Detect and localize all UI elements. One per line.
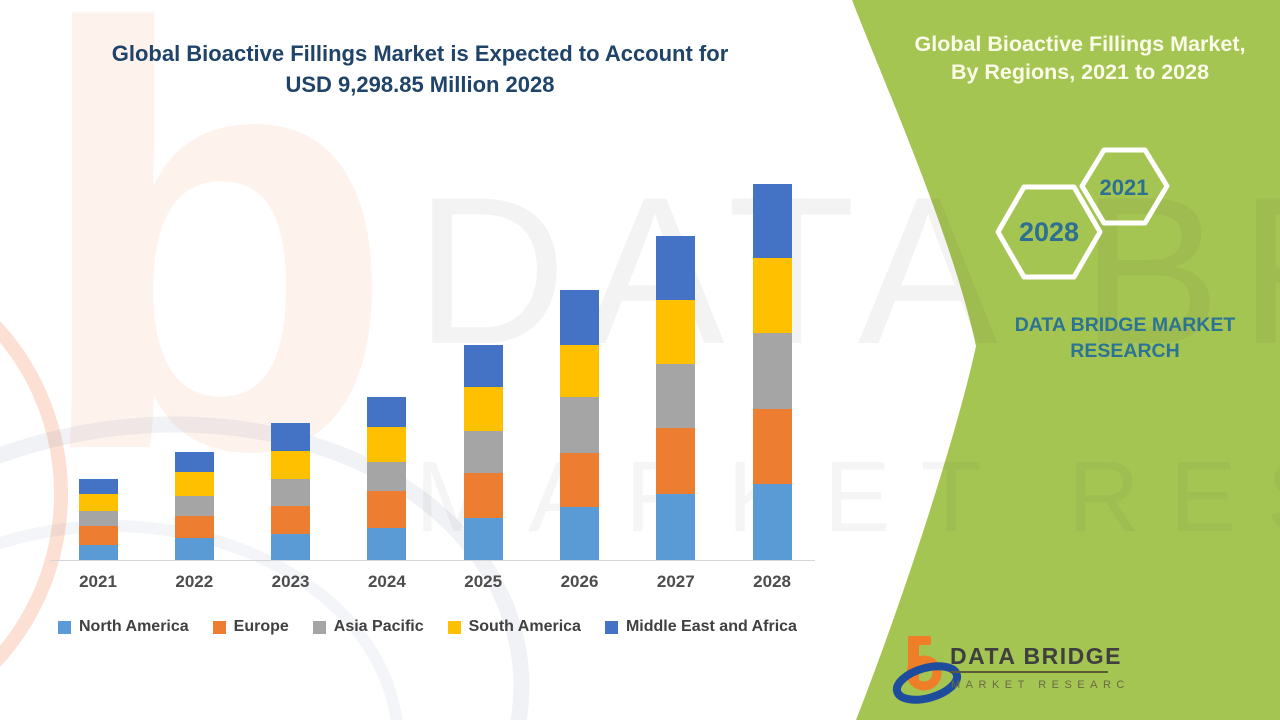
panel-title-line1: Global Bioactive Fillings Market, (914, 32, 1246, 56)
x-axis-line (50, 560, 815, 561)
bar-segment-2023-south-america (271, 450, 311, 480)
stacked-bar-2021 (78, 479, 118, 560)
legend-swatch-icon (447, 620, 461, 634)
bar-segment-2028-north-america (752, 484, 792, 560)
bar-segment-2027-asia-pacific (656, 363, 696, 428)
hexagon-years-graphic: 2028 2021 (995, 147, 1170, 280)
x-axis-label-2022: 2022 (175, 572, 214, 591)
bar-segment-2024-middle-east-and-africa (367, 397, 407, 427)
bar-segment-2021-south-america (78, 494, 118, 512)
data-bridge-logo: DATA BRIDGE MARKET RESEARCH (892, 636, 1130, 704)
bar-segment-2026-north-america (560, 506, 599, 560)
bar-segment-2026-south-america (560, 344, 599, 398)
legend-item-middle-east-and-africa: Middle East and Africa (604, 618, 797, 636)
chart-legend: North America Europe Asia Pacific South Ame… (58, 618, 848, 636)
bar-segment-2022-middle-east-and-africa (174, 451, 214, 473)
bar-segment-2024-south-america (367, 426, 407, 463)
legend-item-north-america: North America (58, 618, 189, 636)
bar-segment-2027-europe (656, 427, 696, 495)
x-axis-label-2027: 2027 (656, 572, 695, 591)
stacked-bar-2028 (752, 184, 792, 560)
green-panel-shape (852, 0, 1280, 720)
bar-segment-2023-north-america (271, 533, 311, 560)
legend-swatch-icon (604, 620, 618, 634)
legend-item-europe: Europe (212, 618, 289, 636)
stacked-bar-2025 (463, 344, 503, 560)
bar-segment-2022-south-america (174, 472, 214, 496)
bar-segment-2024-asia-pacific (367, 462, 407, 491)
chart-title: Global Bioactive Fillings Market is Expe… (40, 38, 800, 100)
stacked-bar-2023 (271, 422, 311, 560)
bar-segment-2023-middle-east-and-africa (271, 422, 311, 451)
bar-segment-2027-middle-east-and-africa (656, 236, 696, 301)
logo-subtitle-text: MARKET RESEARCH (951, 679, 1130, 691)
bar-segment-2025-middle-east-and-africa (463, 344, 503, 387)
panel-title: Global Bioactive Fillings Market, By Reg… (900, 30, 1260, 86)
x-axis-label-2026: 2026 (560, 572, 599, 591)
x-axis-label-2024: 2024 (367, 572, 406, 591)
bar-segment-2026-middle-east-and-africa (560, 290, 599, 345)
bar-segment-2026-europe (560, 453, 599, 507)
panel-title-line2: By Regions, 2021 to 2028 (950, 60, 1210, 84)
logo-b-flag-icon (908, 636, 931, 645)
bar-segment-2021-north-america (78, 544, 118, 560)
hexagon-large-year: 2028 (1019, 217, 1079, 247)
chart-title-line2: USD 9,298.85 Million 2028 (285, 72, 555, 97)
bar-segment-2023-asia-pacific (271, 479, 311, 507)
bar-segment-2022-europe (174, 516, 214, 539)
bar-chart-plot-area (50, 179, 815, 561)
legend-label: Middle East and Africa (625, 618, 797, 635)
brand-text-line1: DATA BRIDGE MARKET (1014, 314, 1236, 336)
logo-swoosh-icon (892, 662, 962, 704)
logo-name-text: DATA BRIDGE (950, 643, 1122, 669)
bar-segment-2022-north-america (174, 538, 214, 560)
legend-swatch-icon (58, 620, 71, 634)
legend-swatch-icon (312, 620, 326, 634)
bar-segment-2024-europe (367, 490, 407, 529)
bar-segment-2021-asia-pacific (78, 511, 118, 527)
bar-segment-2022-asia-pacific (174, 495, 214, 517)
x-axis-label-2023: 2023 (271, 572, 310, 591)
bar-segment-2025-asia-pacific (463, 430, 503, 474)
legend-label: South America (468, 618, 581, 635)
legend-item-asia-pacific: Asia Pacific (312, 618, 424, 636)
bar-segment-2023-europe (271, 506, 311, 534)
legend-label: Europe (233, 618, 289, 635)
bar-segment-2026-asia-pacific (560, 397, 599, 454)
legend-label: North America (79, 618, 189, 635)
legend-label: Asia Pacific (333, 618, 424, 635)
bar-segment-2027-north-america (656, 494, 696, 560)
legend-swatch-icon (212, 620, 226, 634)
stacked-bar-2024 (367, 397, 407, 560)
brand-text-line2: RESEARCH (1070, 340, 1180, 362)
bar-segment-2028-middle-east-and-africa (752, 184, 792, 258)
bar-segment-2025-europe (463, 473, 503, 518)
brand-text: DATA BRIDGE MARKET RESEARCH (985, 312, 1265, 364)
hexagon-small (1079, 147, 1170, 226)
hexagon-large (995, 184, 1103, 280)
bar-segment-2028-asia-pacific (752, 333, 792, 409)
bar-segment-2025-north-america (463, 517, 503, 560)
bar-segment-2027-south-america (656, 300, 696, 364)
bar-segment-2021-europe (78, 526, 118, 545)
x-axis-labels: 2021 2022 2023 2024 2025 2026 2027 2028 (50, 572, 815, 596)
bar-segment-2025-south-america (463, 386, 503, 431)
bar-segment-2028-europe (752, 408, 792, 485)
bar-segment-2024-north-america (367, 528, 407, 560)
bar-segment-2021-middle-east-and-africa (78, 479, 118, 495)
stacked-bar-2022 (174, 451, 214, 560)
x-axis-label-2025: 2025 (464, 572, 503, 591)
legend-item-south-america: South America (447, 618, 581, 636)
stacked-bar-2026 (560, 290, 599, 560)
hexagon-small-year: 2021 (1100, 175, 1149, 200)
bar-segment-2028-south-america (752, 257, 792, 334)
chart-title-line1: Global Bioactive Fillings Market is Expe… (111, 41, 729, 66)
stacked-bar-2027 (656, 236, 696, 560)
x-axis-label-2021: 2021 (79, 572, 117, 591)
x-axis-label-2028: 2028 (753, 572, 791, 591)
